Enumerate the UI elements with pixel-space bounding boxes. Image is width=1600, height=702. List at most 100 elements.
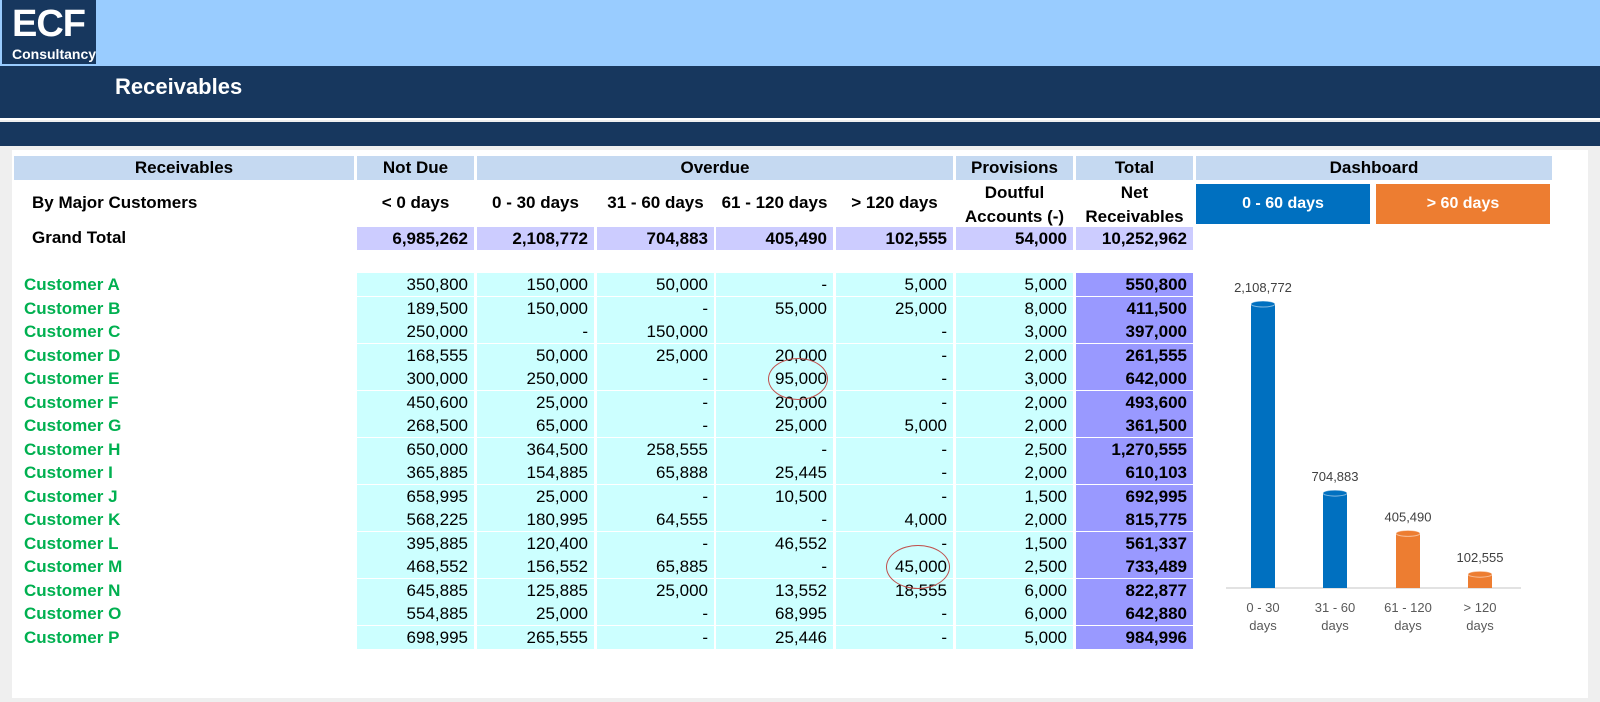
grand-total-0-30: 2,108,772 [477,227,594,250]
cell-31-60: - [597,484,714,508]
chart-data-label: 102,555 [1457,550,1504,565]
cell-over-120: 4,000 [836,508,953,531]
cell-over-120: 5,000 [836,273,953,296]
cell-not-due: 698,995 [357,625,474,649]
subheader-61-120: 61 - 120 days [721,193,828,212]
customer-name: Customer G [24,416,122,435]
cell-net: 561,337 [1076,531,1193,555]
cell-0-30: 150,000 [477,296,594,320]
cell-31-60: - [597,602,714,625]
cell-61-120 [716,320,833,343]
customer-name: Customer L [24,533,119,553]
cell-31-60: 64,555 [597,508,714,531]
cell-provisions: 8,000 [956,296,1073,320]
cell-0-30: 154,885 [477,461,594,484]
subheader-net-receivables: Net Receivables [1076,181,1193,229]
highlight-circle [768,358,828,400]
cell-61-120: 46,552 [716,531,833,555]
cell-not-due: 250,000 [357,320,474,343]
cell-not-due: 468,552 [357,555,474,578]
cell-61-120: 25,000 [716,414,833,437]
cell-31-60: - [597,390,714,414]
cell-not-due: 300,000 [357,367,474,390]
customer-name: Customer F [24,392,119,412]
grand-total-31-60: 704,883 [597,227,714,250]
grand-total-label: Grand Total [32,228,127,247]
customer-name: Customer N [24,580,121,600]
cell-provisions: 2,500 [956,555,1073,578]
customer-name: Customer P [24,627,120,647]
cell-over-120: - [836,484,953,508]
cell-not-due: 350,800 [357,273,474,296]
cell-0-30: 180,995 [477,508,594,531]
cell-over-120: 25,000 [836,296,953,320]
cell-provisions: 5,000 [956,625,1073,649]
cell-0-30: 265,555 [477,625,594,649]
by-major-customers-label: By Major Customers [32,193,198,212]
cell-61-120: - [716,508,833,531]
cell-31-60: 65,888 [597,461,714,484]
chart-bar-cap [1467,570,1493,578]
header-not-due: Not Due [357,156,474,180]
cell-net: 261,555 [1076,343,1193,367]
cell-net: 815,775 [1076,508,1193,531]
logo-subtext: Consultancy [12,46,97,62]
chart-bar-cap [1250,300,1276,308]
cell-net: 642,000 [1076,367,1193,390]
chart-category-label: days [1321,618,1349,633]
cell-provisions: 5,000 [956,273,1073,296]
customer-name: Customer H [24,439,121,459]
cell-net: 692,995 [1076,484,1193,508]
cell-61-120: 25,445 [716,461,833,484]
cell-net: 397,000 [1076,320,1193,343]
chart-category-label: days [1394,618,1422,633]
chart-category-label: days [1466,618,1494,633]
filter-0-60-days-button[interactable]: 0 - 60 days [1196,184,1370,224]
cell-31-60: 258,555 [597,437,714,461]
customer-name: Customer B [24,298,121,318]
customer-name: Customer M [24,557,123,576]
cell-over-120: - [836,320,953,343]
doubtful-line-2: Accounts (-) [964,207,1065,226]
grand-total-61-120: 405,490 [716,227,833,250]
cell-not-due: 168,555 [357,343,474,367]
header-dashboard: Dashboard [1196,156,1552,180]
highlight-circle [886,545,950,589]
chart-category-label: 61 - 120 [1384,600,1432,615]
sub-bar [0,122,1600,146]
filter-over-60-days-button[interactable]: > 60 days [1376,184,1550,224]
cell-not-due: 365,885 [357,461,474,484]
cell-not-due: 568,225 [357,508,474,531]
cell-provisions: 3,000 [956,320,1073,343]
logo-text: ECF [12,3,86,45]
cell-provisions: 2,000 [956,508,1073,531]
subheader-not-due-days: < 0 days [381,193,450,212]
header-provisions: Provisions [956,156,1073,180]
cell-net: 550,800 [1076,273,1193,296]
chart-bar [1396,533,1420,588]
net-line-1: Net [1120,183,1149,202]
cell-0-30: 50,000 [477,343,594,367]
cell-provisions: 1,500 [956,484,1073,508]
cell-provisions: 1,500 [956,531,1073,555]
cell-not-due: 645,885 [357,578,474,602]
chart-category-label: 31 - 60 [1315,600,1355,615]
cell-over-120: - [836,343,953,367]
customer-name: Customer A [24,275,120,294]
cell-provisions: 2,000 [956,461,1073,484]
chart-bar-cap [1322,489,1348,497]
customer-name: Customer J [24,486,118,506]
subheader-doubtful: Doutful Accounts (-) [956,181,1073,229]
customer-name: Customer C [24,322,121,341]
cell-61-120: - [716,273,833,296]
chart-category-label: 0 - 30 [1246,600,1279,615]
cell-not-due: 450,600 [357,390,474,414]
grand-total-not-due: 6,985,262 [357,227,474,250]
cell-provisions: 2,500 [956,437,1073,461]
cell-over-120: - [836,461,953,484]
cell-provisions: 2,000 [956,390,1073,414]
cell-31-60: 25,000 [597,343,714,367]
title-bar: Receivables [0,66,1600,120]
cell-net: 411,500 [1076,296,1193,320]
cell-not-due: 395,885 [357,531,474,555]
